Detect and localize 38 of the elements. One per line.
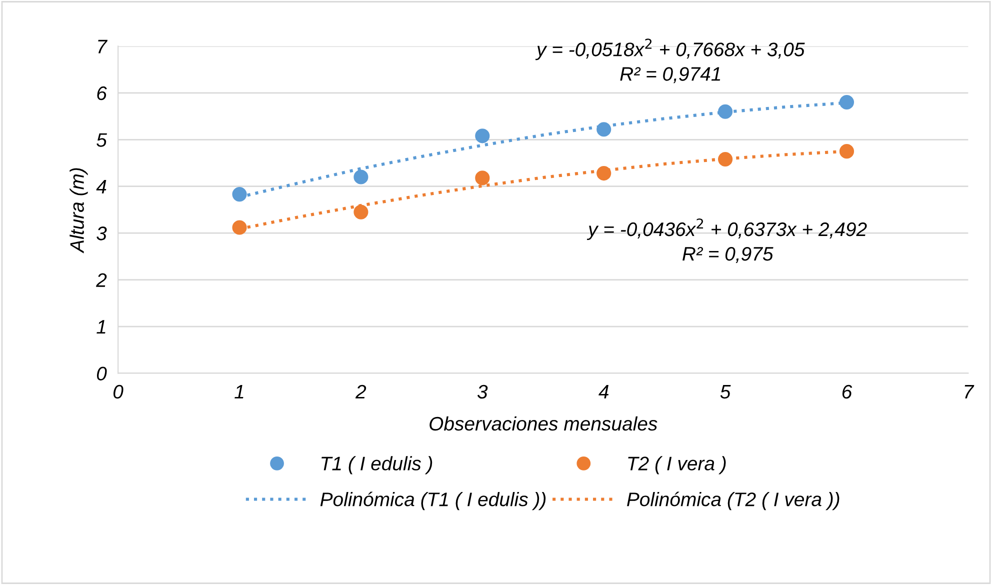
y-tick-label: 7: [98, 40, 108, 54]
y-tick-label: 1: [96, 320, 106, 334]
point: [232, 220, 247, 235]
y-tick-label: 5: [96, 133, 107, 147]
point: [354, 170, 368, 184]
y-tick-label: 2: [96, 273, 107, 287]
x-tick-label: 2: [355, 384, 366, 398]
y-tick-label: 0: [96, 366, 107, 380]
point: [718, 104, 733, 119]
y-tick-label: 3: [96, 226, 107, 240]
point: [596, 122, 612, 137]
legend-label: T2 ( I vera ): [628, 456, 726, 474]
point: [232, 187, 247, 202]
annotation: R² = 0,9741: [620, 67, 720, 84]
point: [839, 144, 854, 159]
x-tick-label: 1: [234, 385, 244, 398]
legend-label: Polinómica (T1 ( I edulis )): [320, 492, 546, 510]
y-tick-label: 4: [96, 180, 106, 194]
x-tick-label: 4: [598, 385, 609, 398]
point: [718, 152, 733, 167]
annotation: R² = 0,975: [682, 246, 774, 264]
point: [475, 170, 490, 186]
point: [475, 128, 490, 144]
x-axis-title: Observaciones mensuales: [430, 416, 658, 431]
legend-label: T1 ( I edulis ): [322, 456, 432, 474]
x-tick-label: 0: [113, 384, 124, 399]
legend-label: Polinómica (T2 ( I vera )): [627, 492, 840, 510]
x-tick-label: 5: [720, 385, 731, 399]
y-tick-label: 6: [97, 86, 107, 100]
point: [354, 204, 368, 220]
x-tick-label: 3: [477, 384, 488, 399]
x-tick-label: 7: [964, 385, 974, 398]
point: [839, 94, 854, 110]
point: [596, 166, 612, 181]
annotation: y = -0,0518x$^{2}$ + 0,7668x + 3,05: [535, 38, 805, 60]
y-axis-title: Altura (m): [70, 168, 88, 254]
annotation: y = -0,0436x$^{2}$ + 0,6373x + 2,492: [586, 218, 867, 240]
x-tick-label: 6: [842, 384, 852, 399]
